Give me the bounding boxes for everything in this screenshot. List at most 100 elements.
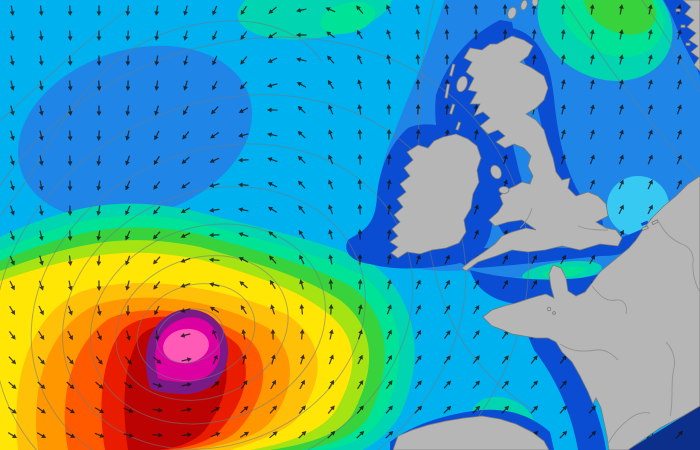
- wind-arrow: [327, 430, 336, 439]
- wind-arrow: [125, 105, 131, 116]
- wind-arrow: [444, 54, 450, 65]
- wind-arrow: [38, 105, 44, 116]
- wind-arrow: [328, 104, 334, 115]
- wind-arrow: [9, 230, 15, 241]
- wind-arrow: [8, 331, 16, 340]
- norway-landmass: [682, 0, 700, 72]
- wind-arrow: [328, 129, 334, 140]
- wind-arrow: [357, 204, 363, 215]
- wind-arrow: [9, 305, 16, 316]
- wind-arrow: [501, 355, 509, 364]
- wind-arrow: [267, 83, 278, 88]
- wind-arrow: [153, 281, 161, 290]
- wind-arrow: [8, 356, 17, 365]
- wind-arrow: [559, 405, 568, 414]
- wind-arrow: [9, 55, 15, 66]
- wind-arrow: [501, 405, 510, 414]
- wind-arrow: [270, 379, 276, 390]
- wind-arrow: [676, 154, 682, 165]
- wind-arrow: [96, 255, 102, 266]
- wind-arrow: [589, 4, 595, 15]
- wind-arrow: [38, 230, 44, 241]
- wind-arrow: [210, 131, 220, 139]
- wind-arrow: [152, 231, 161, 240]
- wind-arrow: [269, 431, 278, 439]
- wind-arrow: [299, 329, 305, 340]
- wind-arrow: [415, 304, 421, 315]
- wind-arrow: [9, 255, 15, 266]
- wind-arrow: [9, 30, 15, 41]
- wind-arrow: [210, 432, 221, 438]
- river-loire: [559, 343, 619, 361]
- wind-arrow: [153, 206, 161, 215]
- wind-arrow: [386, 29, 391, 40]
- wind-arrow: [240, 30, 248, 40]
- wind-arrow: [183, 55, 188, 66]
- wind-arrow: [560, 79, 566, 90]
- wind-arrow: [67, 205, 73, 216]
- wind-arrow: [38, 280, 44, 291]
- continent-landmass: [482, 175, 700, 450]
- rivers: [519, 207, 700, 445]
- wind-arrow: [38, 205, 44, 216]
- wind-arrow: [269, 405, 278, 414]
- wind-arrow: [209, 257, 220, 263]
- wind-arrow: [559, 430, 568, 439]
- wind-arrow: [298, 430, 307, 439]
- wind-arrow: [415, 279, 421, 290]
- river-rhone: [665, 341, 675, 417]
- wind-arrow: [240, 304, 247, 315]
- wind-arrow: [473, 29, 479, 40]
- top-teal-tongue-core: [320, 1, 376, 35]
- wind-arrow: [9, 5, 15, 16]
- wind-arrow: [618, 129, 624, 140]
- wind-arrow: [357, 154, 363, 165]
- wind-arrow: [123, 433, 134, 438]
- wind-arrow: [297, 155, 306, 164]
- wind-arrow: [180, 232, 191, 238]
- wind-arrow: [238, 182, 249, 188]
- wind-arrow: [153, 155, 160, 166]
- wind-arrow: [96, 205, 102, 216]
- wind-arrow: [502, 254, 508, 265]
- wind-arrow: [65, 406, 75, 414]
- wind-arrow: [328, 204, 334, 215]
- wind-arrow: [181, 357, 192, 363]
- wind-arrow: [238, 133, 249, 138]
- wind-arrow: [472, 355, 480, 364]
- wind-arrow: [67, 255, 73, 266]
- wind-arrow: [588, 430, 597, 439]
- wind-arrow: [212, 55, 218, 66]
- wind-arrow: [298, 205, 306, 214]
- wind-arrow: [182, 131, 190, 140]
- wind-arrow: [209, 232, 220, 238]
- wind-arrow: [415, 29, 421, 40]
- wind-arrow: [386, 254, 392, 265]
- wind-arrow: [677, 54, 682, 65]
- wind-arrow: [267, 206, 278, 213]
- wind-arrow: [328, 179, 334, 190]
- wind-arrow: [38, 180, 44, 191]
- wind-arrow: [589, 254, 595, 265]
- wind-arrow: [503, 154, 508, 165]
- wind-arrow: [67, 230, 73, 241]
- wind-arrow: [328, 154, 334, 165]
- wind-arrow: [7, 432, 18, 439]
- wind-arrow: [240, 56, 248, 65]
- wind-arrow: [180, 282, 191, 288]
- wind-arrow: [37, 356, 45, 365]
- wind-arrow: [676, 179, 682, 190]
- wind-arrow: [443, 355, 451, 364]
- wind-arrow: [154, 55, 160, 66]
- wind-arrow: [238, 107, 249, 113]
- wind-arrow: [648, 79, 653, 90]
- wind-arrow: [300, 354, 305, 365]
- wind-arrow: [357, 379, 364, 390]
- wind-arrow: [589, 54, 595, 65]
- wind-arrow: [501, 380, 509, 389]
- wind-arrow: [328, 379, 335, 390]
- wind-arrow: [209, 207, 220, 213]
- wind-arrow: [271, 354, 276, 365]
